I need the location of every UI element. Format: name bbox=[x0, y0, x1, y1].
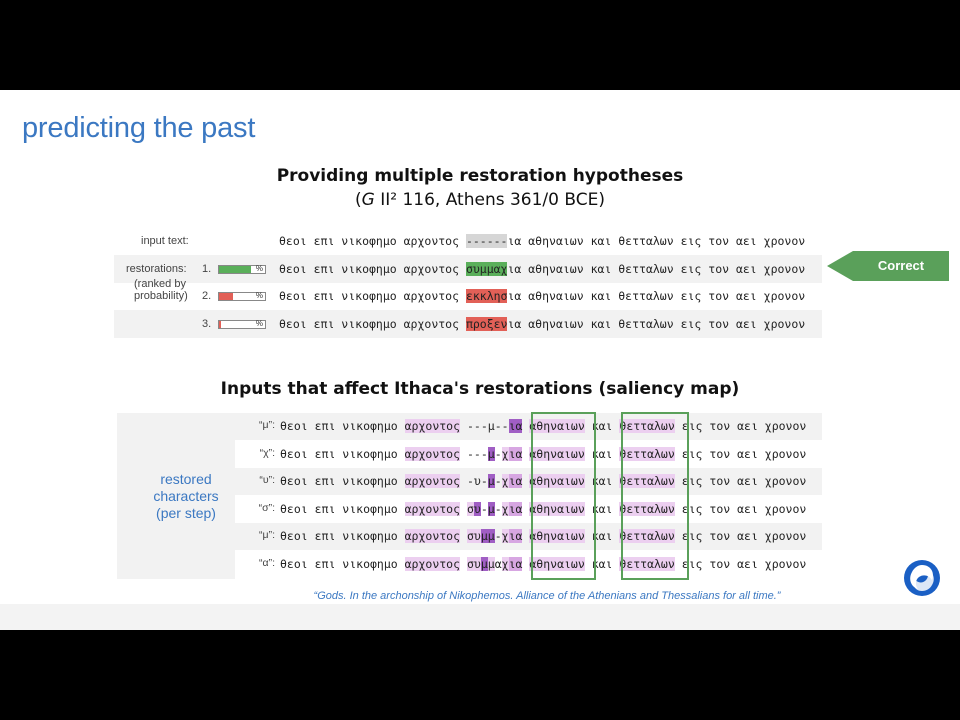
restoration-row-3: 3. % θεοι επι νικοφημο αρχοντος προξενια… bbox=[114, 310, 822, 338]
subheading-prefix: ( bbox=[354, 190, 362, 210]
restoration-heading: Providing multiple restoration hypothese… bbox=[276, 166, 684, 186]
confidence-fill-1 bbox=[219, 266, 252, 273]
restoration-row-2: (ranked by probability) 2. % θεοι επι νικ… bbox=[114, 278, 822, 310]
restored-char-label: “σ”: bbox=[258, 501, 275, 514]
input-gap: ------ bbox=[465, 234, 508, 248]
restored-char-label: “α”: bbox=[259, 556, 275, 569]
restoration-prefix-2: θεοι επι νικοφημο αρχοντος bbox=[279, 289, 466, 303]
saliency-gap: συ-μ-χ bbox=[466, 501, 509, 516]
restored-segment-2: εκκλησ bbox=[465, 289, 508, 303]
ranked-label-line-2: probability) bbox=[134, 290, 188, 302]
confidence-bar-1: % bbox=[218, 264, 266, 274]
saliency-row: “υ”: θεοι επι νικοφημο αρχοντος -υ-μ-χια … bbox=[235, 468, 822, 495]
saliency-prefix: θεοι επι νικοφημο αρχοντος bbox=[280, 501, 461, 516]
saliency-row: “σ”: θεοι επι νικοφημο αρχοντος συ-μ-χια … bbox=[235, 496, 822, 523]
restoration-suffix-2: ια αθηναιων και θετταλων εις τον αει χρο… bbox=[507, 289, 806, 303]
confidence-fill-2 bbox=[219, 293, 233, 300]
restoration-prefix-3: θεοι επι νικοφημο αρχοντος bbox=[279, 317, 466, 331]
restoration-text-1: θεοι επι νικοφημο αρχοντος συμμαχια αθην… bbox=[279, 261, 805, 277]
saliency-text: θεοι επι νικοφημο αρχοντος συμμαχια αθην… bbox=[280, 556, 807, 571]
confidence-percent-3: % bbox=[255, 319, 263, 328]
subheading-italic: G bbox=[361, 190, 375, 210]
restored-char-label: “χ”: bbox=[259, 446, 275, 459]
rank-2: 2. bbox=[202, 290, 212, 302]
input-row: input text: θεοι επι νικοφημο αρχοντος -… bbox=[114, 227, 822, 255]
slide: predicting the past Providing multiple r… bbox=[0, 90, 960, 630]
restoration-table: input text: θεοι επι νικοφημο αρχοντος -… bbox=[114, 227, 822, 338]
saliency-gap: συμμαχ bbox=[466, 556, 509, 571]
decorative-band bbox=[0, 604, 960, 630]
restored-char-label: “μ”: bbox=[259, 419, 275, 431]
correct-label: Correct bbox=[877, 258, 925, 273]
saliency-prefix: θεοι επι νικοφημο αρχοντος bbox=[280, 474, 461, 488]
saliency-prefix: θεοι επι νικοφημο αρχοντος bbox=[280, 529, 461, 543]
confidence-bar-2: % bbox=[218, 291, 266, 301]
input-suffix: ια αθηναιων και θετταλων εις τον αει χρο… bbox=[507, 234, 806, 248]
restoration-text-2: θεοι επι νικοφημο αρχοντος εκκλησια αθην… bbox=[279, 288, 805, 304]
translation-text: “Gods. In the archonship of Nikophemos. … bbox=[313, 590, 781, 602]
saliency-prefix: θεοι επι νικοφημο αρχοντος bbox=[280, 446, 461, 461]
highlight-box-thessalians bbox=[621, 412, 689, 580]
saliency-prefix: θεοι επι νικοφημο αρχοντος bbox=[280, 556, 461, 571]
input-label: input text: bbox=[141, 235, 189, 247]
saliency-table: restored characters (per step) “μ”: θεοι … bbox=[117, 413, 822, 579]
restoration-suffix-3: ια αθηναιων και θετταλων εις τον αει χρο… bbox=[507, 317, 806, 331]
saliency-prefix: θεοι επι νικοφημο αρχοντος bbox=[280, 419, 461, 433]
saliency-gap: ---μ-- bbox=[466, 419, 509, 433]
restored-characters-label: restored characters (per step) bbox=[117, 471, 255, 522]
restorations-label: restorations: bbox=[126, 263, 187, 275]
rank-3: 3. bbox=[202, 318, 212, 330]
input-prefix: θεοι επι νικοφημο αρχοντος bbox=[279, 234, 466, 248]
correct-arrow: Correct bbox=[827, 251, 949, 281]
ranked-label: (ranked by probability) bbox=[134, 278, 188, 302]
restoration-suffix-1: ια αθηναιων και θετταλων εις τον αει χρο… bbox=[507, 262, 806, 276]
saliency-text: θεοι επι νικοφημο αρχοντος -υ-μ-χια αθην… bbox=[280, 474, 807, 488]
saliency-gap: συμμ-χ bbox=[466, 529, 509, 543]
side-label-line-2: characters bbox=[153, 488, 219, 504]
confidence-bar-3: % bbox=[218, 319, 266, 329]
restored-char-label: “μ”: bbox=[259, 529, 275, 541]
deepmind-logo-icon bbox=[904, 560, 940, 596]
restoration-prefix-1: θεοι επι νικοφημο αρχοντος bbox=[279, 262, 466, 276]
slide-title: predicting the past bbox=[22, 112, 256, 144]
side-label-line-3: (per step) bbox=[156, 505, 216, 521]
saliency-row: “μ”: θεοι επι νικοφημο αρχοντος ---μ--ια … bbox=[235, 413, 822, 440]
rank-1: 1. bbox=[202, 263, 212, 275]
saliency-heading: Inputs that affect Ithaca's restorations… bbox=[220, 379, 740, 399]
input-text: θεοι επι νικοφημο αρχοντος ------ια αθην… bbox=[279, 233, 805, 249]
saliency-row: “α”: θεοι επι νικοφημο αρχοντος συμμαχια … bbox=[235, 551, 822, 578]
saliency-text: θεοι επι νικοφημο αρχοντος συ-μ-χια αθην… bbox=[280, 501, 807, 516]
inscription-reference: (G II² 116, Athens 361/0 BCE) bbox=[0, 190, 960, 210]
saliency-text: θεοι επι νικοφημο αρχοντος ---μ--ια αθην… bbox=[280, 419, 807, 433]
saliency-text: θεοι επι νικοφημο αρχοντος ---μ-χια αθην… bbox=[280, 446, 807, 461]
saliency-row: “χ”: θεοι επι νικοφημο αρχοντος ---μ-χια … bbox=[235, 441, 822, 468]
ranked-label-line-1: (ranked by bbox=[134, 278, 186, 290]
saliency-row: “μ”: θεοι επι νικοφημο αρχοντος συμμ-χια … bbox=[235, 523, 822, 550]
highlight-box-athenians bbox=[531, 412, 596, 580]
confidence-percent-2: % bbox=[255, 291, 263, 300]
saliency-gap: ---μ-χ bbox=[466, 446, 509, 461]
restoration-text-3: θεοι επι νικοφημο αρχοντος προξενια αθην… bbox=[279, 316, 805, 332]
subheading-rest: II² 116, Athens 361/0 BCE) bbox=[374, 190, 605, 210]
saliency-text: θεοι επι νικοφημο αρχοντος συμμ-χια αθην… bbox=[280, 529, 807, 543]
restored-segment-3: προξεν bbox=[465, 317, 508, 331]
restored-segment-1: συμμαχ bbox=[465, 262, 508, 276]
restoration-row-1: restorations: 1. % θεοι επι νικοφημο αρχ… bbox=[114, 255, 822, 283]
confidence-percent-1: % bbox=[255, 264, 263, 273]
saliency-side-panel bbox=[117, 413, 235, 579]
saliency-gap: -υ-μ-χ bbox=[466, 474, 509, 488]
translation-wrap: “Gods. In the archonship of Nikophemos. … bbox=[0, 90, 960, 630]
confidence-fill-3 bbox=[219, 321, 222, 328]
side-label-line-1: restored bbox=[160, 471, 212, 487]
restored-char-label: “υ”: bbox=[259, 474, 275, 486]
